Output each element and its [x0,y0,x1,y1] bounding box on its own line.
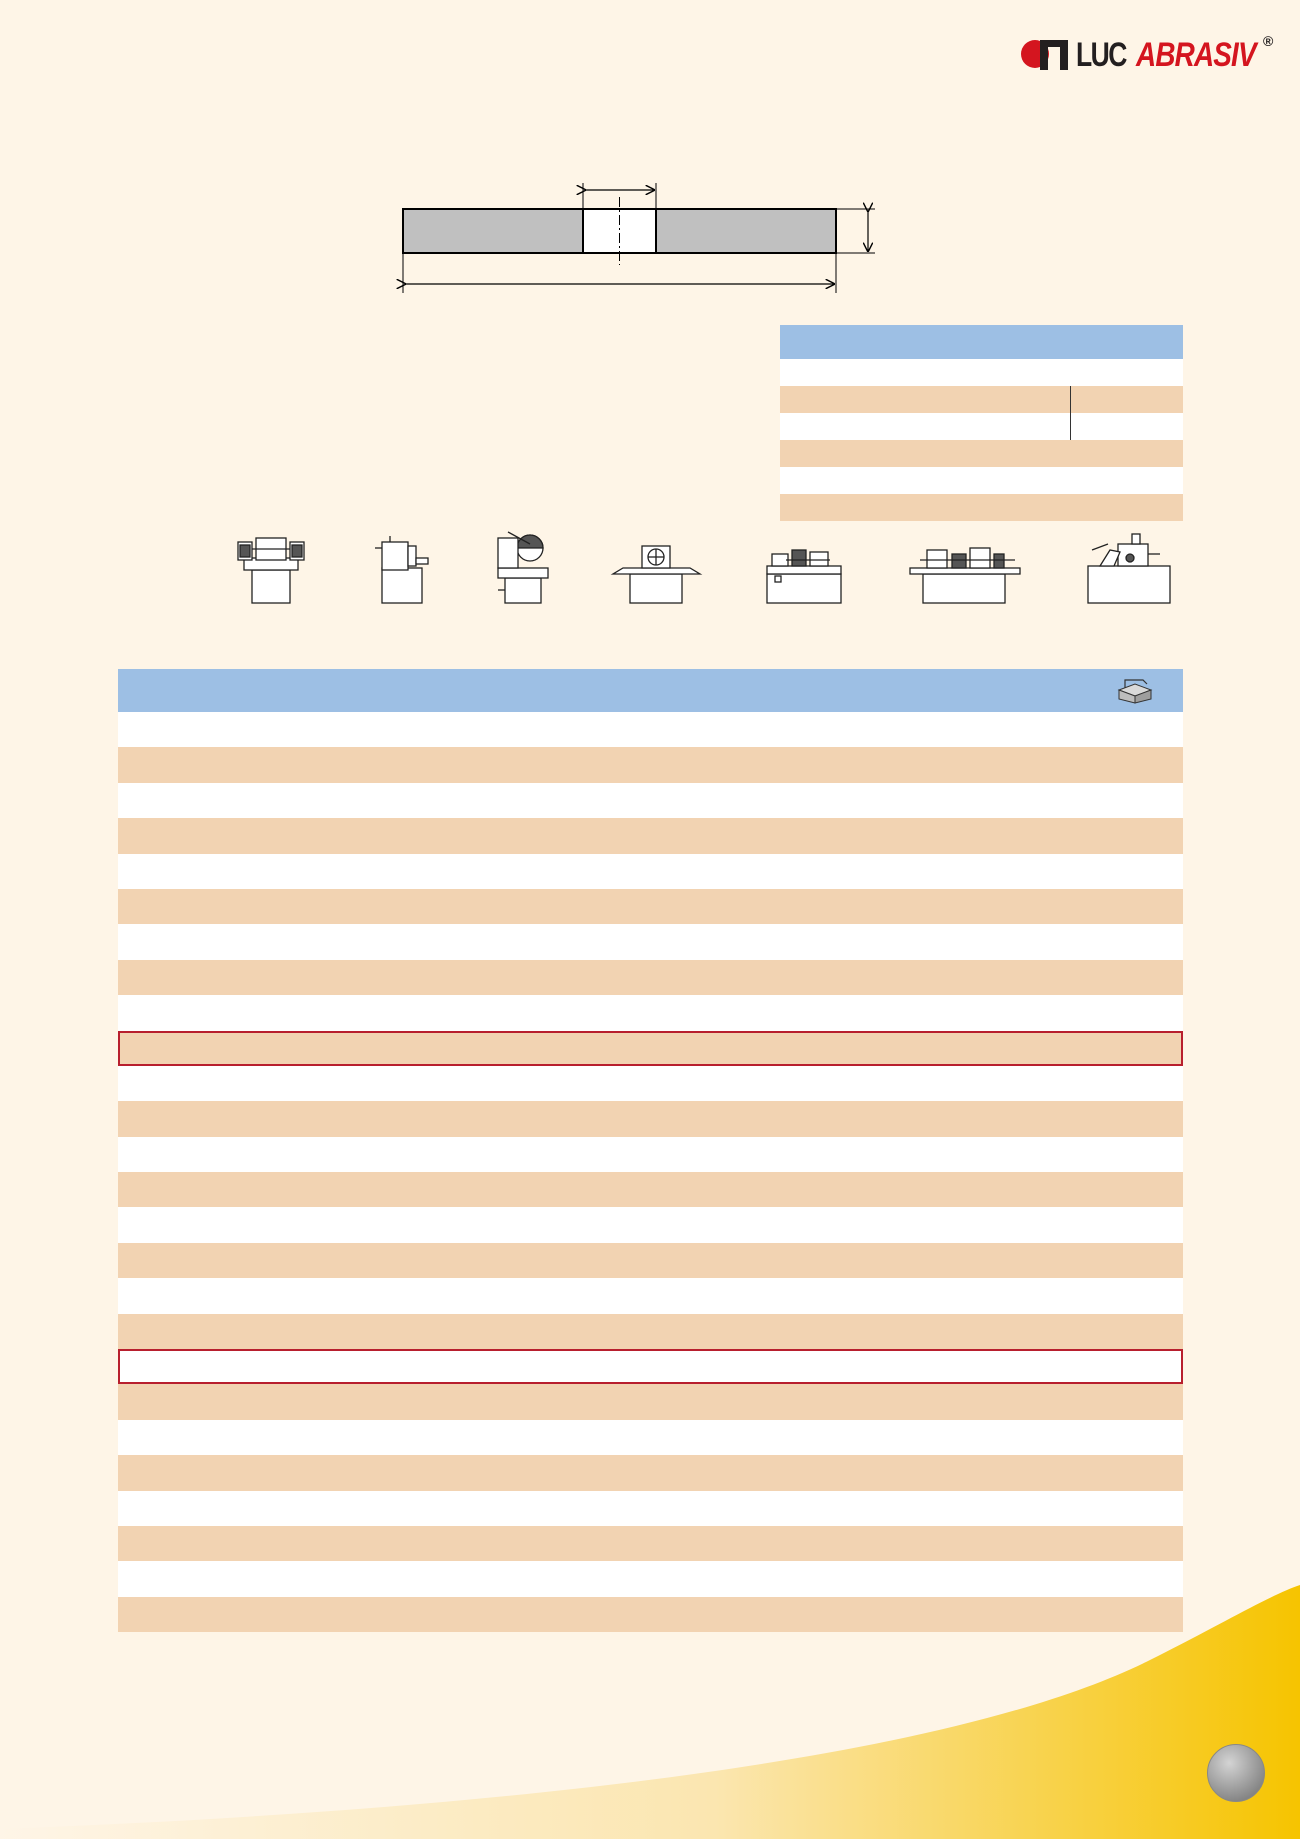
table-row [118,1065,1183,1102]
table-row [118,1242,1183,1279]
brand-logo: LUC ABRASIV ® [1020,33,1276,77]
tool-grinder-icon [1087,533,1171,604]
table-row [118,1101,1183,1137]
wheel-right-section [655,208,837,254]
bench-grinder-icon [237,537,305,604]
table-row [118,1313,1183,1350]
table-row [118,1596,1183,1633]
registered-mark: ® [1263,33,1274,49]
table-row [118,924,1183,960]
spec-table-row [780,386,1183,413]
stock-box-icon [1117,679,1153,704]
table-row [118,1561,1183,1597]
logo-text-abrasiv: ABRASIV [1136,36,1257,74]
logo-mark-icon [1021,40,1068,70]
surface-grinder-icon [610,545,703,604]
machine-icons [237,531,1171,604]
table-row [118,1525,1183,1562]
spec-table-row [780,359,1183,386]
wheel-dimension-diagram [395,183,875,293]
table-row [118,888,1183,925]
main-table [118,669,1183,1633]
spec-table [780,325,1183,521]
main-table-header [118,669,1183,712]
table-row-highlighted [118,1349,1183,1385]
table-row [118,782,1183,819]
table-row-highlighted [118,1030,1183,1066]
table-row [118,1207,1183,1243]
cut-off-machine-icon [497,531,549,604]
table-row [118,853,1183,889]
page-number-badge [1207,1744,1265,1802]
cylindrical-grinder-icon [766,549,842,604]
spec-table-row [780,440,1183,467]
table-row [118,959,1183,996]
table-row [118,995,1183,1031]
spec-table-row [780,467,1183,494]
table-row [118,1384,1183,1420]
table-row [118,1419,1183,1456]
table-row [118,1455,1183,1491]
table-row [118,1136,1183,1173]
table-row [118,747,1183,783]
table-row [118,818,1183,854]
spec-table-row [780,494,1183,521]
table-row [118,1172,1183,1208]
table-row [118,1278,1183,1314]
spec-table-header [780,325,1183,359]
table-row [118,1490,1183,1526]
centreless-grinder-icon [909,547,1021,604]
wheel-left-section [402,208,584,254]
table-row [118,712,1183,748]
main-table-body [118,712,1183,1633]
logo-text-luc: LUC [1076,36,1127,74]
pedestal-grinder-icon [375,536,429,604]
spec-table-row [780,413,1183,440]
